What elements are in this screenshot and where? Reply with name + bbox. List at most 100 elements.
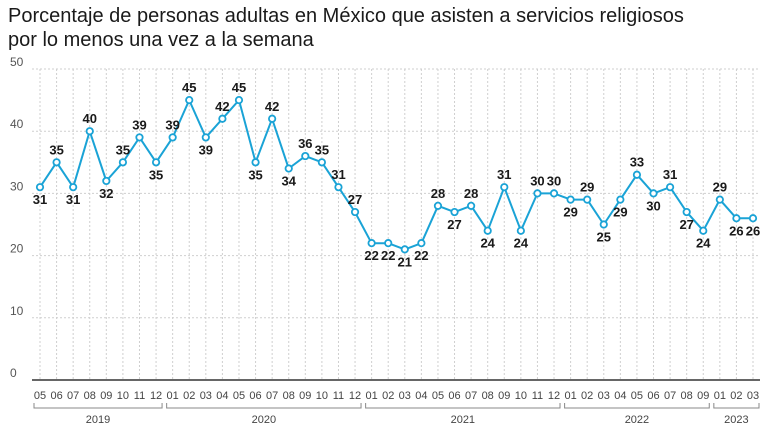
year-label-2021: 2021 [451,414,475,426]
data-label-17: 35 [315,142,329,157]
x-tick-label-4: 09 [100,390,112,402]
year-bracket-2020 [166,403,362,409]
data-label-5: 35 [116,142,130,157]
data-label-2: 31 [66,192,80,207]
data-label-26: 28 [464,186,478,201]
x-tick-label-43: 03 [747,390,759,402]
data-label-4: 32 [99,186,113,201]
y-tick-label-40: 40 [10,117,24,131]
data-point-41 [715,195,724,204]
data-label-22: 21 [398,254,412,269]
data-label-29: 24 [514,236,529,251]
data-label-32: 29 [563,205,577,220]
data-point-2 [69,183,78,192]
data-point-19 [350,207,360,217]
data-point-23 [417,239,426,248]
x-tick-label-2: 07 [67,390,79,402]
x-tick-label-32: 01 [564,390,576,402]
data-label-7: 35 [149,167,163,182]
data-label-13: 35 [248,167,262,182]
data-point-11 [218,114,227,123]
data-point-18 [334,183,343,192]
data-point-29 [516,226,525,235]
data-point-37 [649,189,658,198]
data-point-14 [268,114,277,123]
data-label-37: 30 [646,198,660,213]
x-tick-label-9: 02 [183,390,195,402]
data-point-4 [102,176,111,186]
x-tick-label-35: 04 [614,390,626,402]
data-point-30 [533,189,542,198]
year-label-2023: 2023 [724,414,748,426]
data-label-14: 42 [265,99,279,114]
x-tick-label-31: 12 [548,390,560,402]
data-point-39 [682,207,691,217]
x-tick-label-14: 07 [266,390,278,402]
data-label-33: 29 [580,180,594,195]
data-point-13 [251,158,260,167]
data-point-15 [284,164,293,173]
x-tick-label-36: 05 [631,390,643,402]
x-tick-label-30: 11 [532,390,543,402]
data-point-5 [118,158,128,167]
data-label-23: 22 [414,248,428,263]
x-tick-label-0: 05 [34,390,46,402]
x-tick-label-17: 10 [316,390,328,402]
year-label-2022: 2022 [625,414,649,426]
x-tick-label-10: 03 [200,390,212,402]
x-tick-label-15: 08 [283,390,295,402]
data-point-7 [151,158,161,167]
data-point-16 [301,151,310,161]
data-point-21 [384,239,393,248]
x-tick-label-29: 10 [515,390,527,402]
data-point-6 [135,133,144,142]
data-point-26 [467,201,476,210]
data-label-25: 27 [447,217,461,232]
data-point-34 [599,220,608,229]
data-label-24: 28 [431,186,445,201]
data-point-1 [52,158,61,167]
data-point-20 [367,239,376,248]
data-label-18: 31 [331,167,345,182]
year-bracket-2019 [33,403,163,409]
data-label-11: 42 [215,99,229,114]
y-tick-label-0: 0 [10,366,17,380]
x-tick-label-39: 08 [681,390,693,402]
year-bracket-2023 [713,403,760,409]
x-tick-label-18: 11 [333,390,344,402]
x-tick-label-24: 05 [432,390,444,402]
data-label-38: 31 [663,167,677,182]
data-point-42 [732,214,741,223]
data-point-43 [748,214,758,223]
data-label-10: 39 [199,142,213,157]
data-point-17 [317,158,326,167]
data-label-3: 40 [83,111,97,126]
data-point-9 [185,96,194,105]
data-point-32 [566,195,575,204]
data-point-12 [234,96,244,105]
y-tick-label-10: 10 [10,304,24,318]
data-label-20: 22 [364,248,378,263]
x-tick-label-19: 12 [349,390,361,402]
x-tick-label-33: 02 [581,390,593,402]
year-label-2019: 2019 [86,414,110,426]
year-label-2020: 2020 [252,414,276,426]
x-tick-label-1: 06 [50,390,62,402]
data-label-43: 26 [746,223,760,238]
data-point-10 [201,133,210,142]
data-point-33 [583,195,592,204]
data-label-34: 25 [597,230,611,245]
y-tick-label-20: 20 [10,242,24,256]
data-point-28 [500,183,509,192]
x-tick-label-28: 09 [498,390,510,402]
data-point-31 [549,189,559,198]
data-label-6: 39 [132,117,146,132]
data-label-16: 36 [298,136,312,151]
data-label-39: 27 [679,217,693,232]
x-tick-label-37: 06 [647,390,659,402]
data-point-8 [168,133,177,142]
data-label-9: 45 [182,80,196,95]
data-label-30: 30 [530,173,544,188]
data-point-3 [85,127,94,136]
